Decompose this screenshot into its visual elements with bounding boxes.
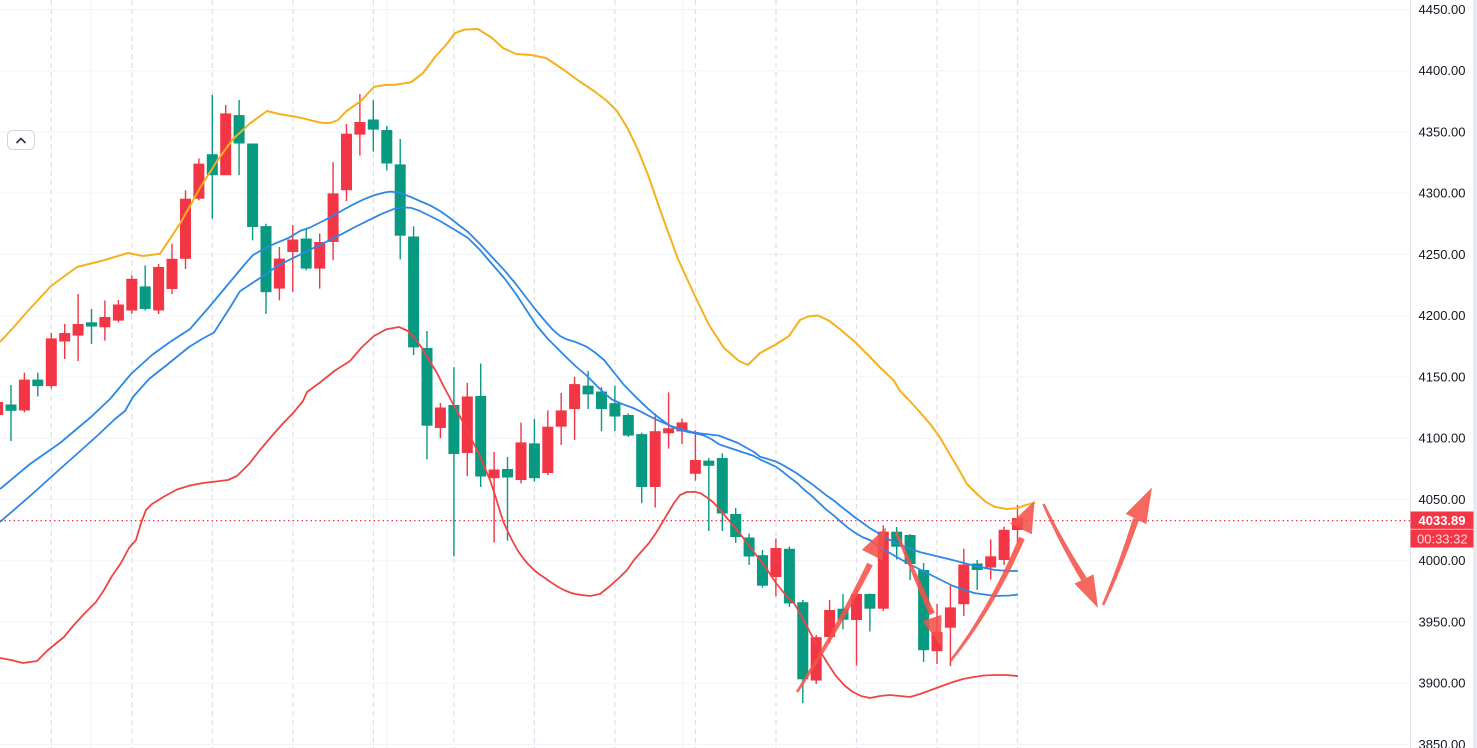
svg-text:4450.00: 4450.00 [1419,2,1466,17]
svg-text:3950.00: 3950.00 [1419,614,1466,629]
svg-text:4100.00: 4100.00 [1419,431,1466,446]
svg-text:4150.00: 4150.00 [1419,369,1466,384]
svg-text:3900.00: 3900.00 [1419,676,1466,691]
svg-text:4300.00: 4300.00 [1419,186,1466,201]
svg-text:4033.89: 4033.89 [1419,513,1466,528]
svg-text:4400.00: 4400.00 [1419,63,1466,78]
svg-text:00:33:32: 00:33:32 [1417,532,1468,547]
svg-text:4050.00: 4050.00 [1419,492,1466,507]
svg-text:4350.00: 4350.00 [1419,124,1466,139]
svg-text:4200.00: 4200.00 [1419,308,1466,323]
svg-text:4250.00: 4250.00 [1419,247,1466,262]
svg-text:3850.00: 3850.00 [1419,737,1466,748]
svg-text:4000.00: 4000.00 [1419,553,1466,568]
